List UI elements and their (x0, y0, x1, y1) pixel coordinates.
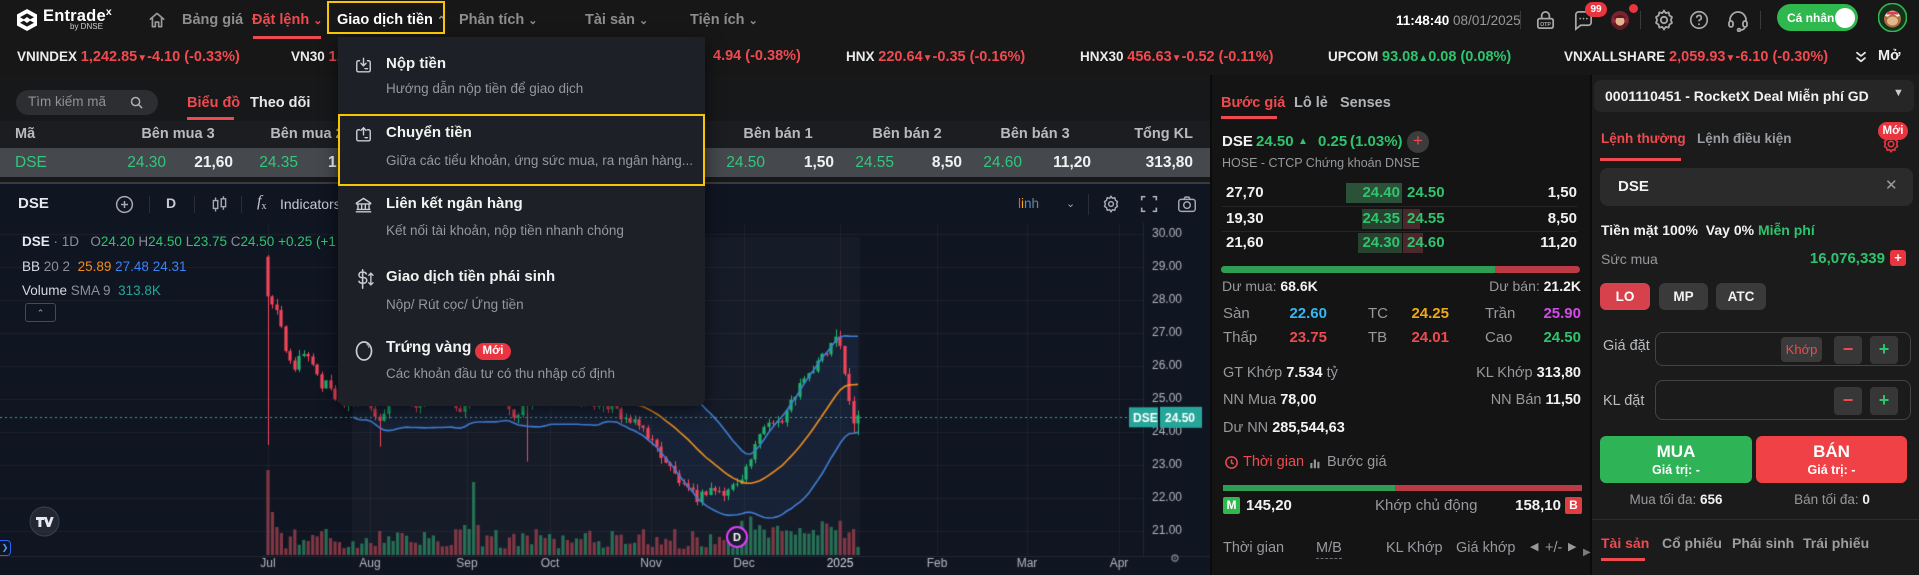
svg-text:OTP: OTP (1540, 22, 1551, 28)
